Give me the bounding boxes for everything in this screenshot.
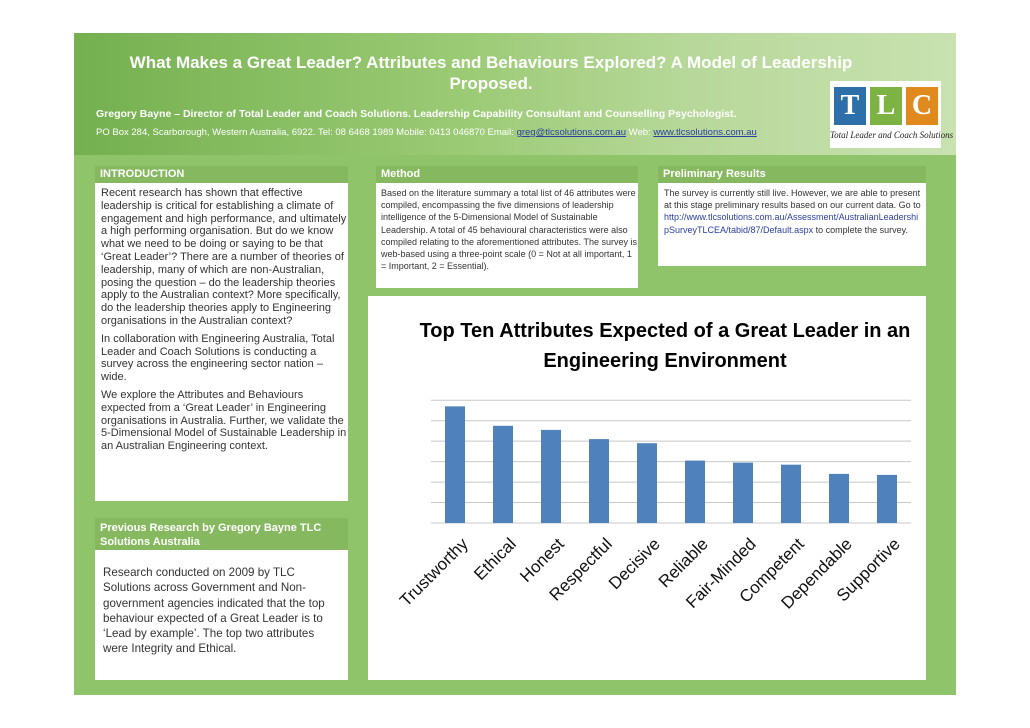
x-tick-label: Decisive	[605, 534, 664, 593]
logo-tile-t: T	[834, 87, 866, 125]
bar-dependable	[829, 473, 849, 523]
logo-tile-l: L	[870, 87, 902, 125]
preliminary-results-body: The survey is currently still live. Howe…	[664, 187, 922, 236]
bar-respectful	[589, 439, 609, 523]
address-text: PO Box 284, Scarborough, Western Austral…	[96, 127, 514, 138]
introduction-paragraph: In collaboration with Engineering Austra…	[101, 332, 335, 384]
preliminary-results-heading: Preliminary Results	[658, 166, 926, 183]
x-tick-label: Ethical	[470, 534, 520, 584]
introduction-panel	[95, 166, 348, 501]
method-heading: Method	[376, 166, 638, 183]
survey-link[interactable]: http://www.tlcsolutions.com.au/Assessmen…	[664, 212, 919, 235]
tlc-logo: T L C Total Leader and Coach Solutions	[830, 81, 954, 148]
web-label: Web:	[628, 127, 651, 138]
bar-trustworthy	[445, 406, 465, 523]
introduction-paragraph: Recent research has shown that effective…	[101, 187, 347, 327]
preliminary-text: The survey is currently still live. Howe…	[664, 188, 921, 211]
bar-ethical	[493, 425, 513, 523]
bar-supportive	[877, 474, 897, 523]
email-link[interactable]: greg@tlcsolutions.com.au	[516, 127, 627, 138]
address-line: PO Box 284, Scarborough, Western Austral…	[96, 127, 757, 138]
bar-fair-minded	[733, 462, 753, 523]
bar-competent	[781, 464, 801, 523]
introduction-heading: INTRODUCTION	[95, 166, 348, 183]
x-tick-label: Trustworthy	[396, 534, 472, 610]
chart-title: Top Ten Attributes Expected of a Great L…	[419, 320, 911, 372]
introduction-body: Recent research has shown that effective…	[101, 187, 347, 458]
bar-reliable	[685, 460, 705, 523]
bar-decisive	[637, 443, 657, 523]
method-panel	[376, 166, 638, 288]
header-banner	[74, 33, 956, 155]
previous-research-heading: Previous Research by Gregory Bayne TLC S…	[95, 518, 348, 550]
logo-caption: Total Leader and Coach Solutions	[830, 130, 954, 140]
poster-title: What Makes a Great Leader? Attributes an…	[129, 53, 853, 93]
author-line: Gregory Bayne – Director of Total Leader…	[96, 108, 737, 120]
method-body: Based on the literature summary a total …	[381, 188, 637, 272]
previous-research-body: Research conducted on 2009 by TLC Soluti…	[103, 566, 325, 656]
bar-honest	[541, 429, 561, 523]
attributes-bar-chart: TrustworthyEthicalHonestRespectfulDecisi…	[396, 399, 911, 613]
introduction-paragraph: We explore the Attributes and Behaviours…	[101, 388, 347, 453]
website-link[interactable]: www.tlcsolutions.com.au	[653, 127, 757, 138]
logo-tile-c: C	[906, 87, 938, 125]
preliminary-text-after: to complete the survey.	[813, 224, 908, 235]
